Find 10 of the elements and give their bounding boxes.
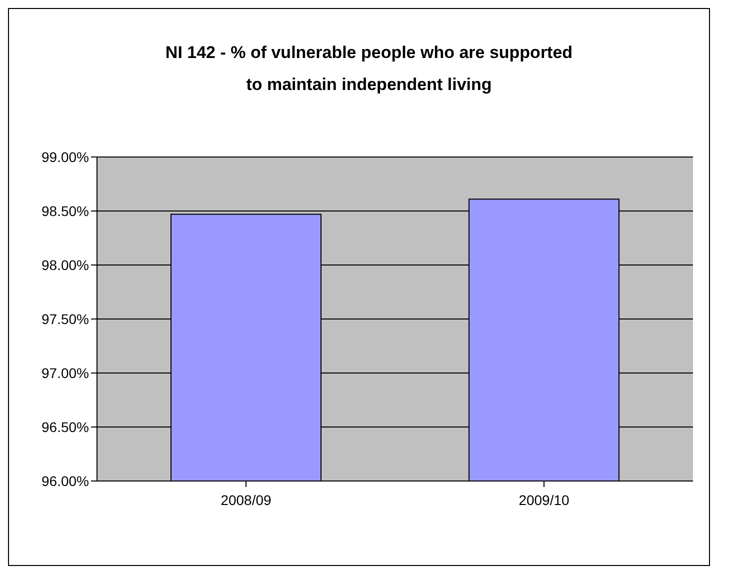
- y-tick-label: 97.50%: [42, 310, 89, 327]
- y-tick-label: 98.00%: [42, 256, 89, 273]
- x-tick-label: 2009/10: [518, 492, 570, 508]
- y-tick-label: 97.00%: [42, 364, 89, 381]
- y-tick-label: 96.50%: [42, 418, 89, 435]
- y-tick-label: 99.00%: [42, 148, 89, 165]
- x-tick-label: 2008/09: [220, 492, 272, 508]
- chart-title: NI 142 - % of vulnerable people who are supported to maintain independent living: [164, 42, 574, 96]
- y-tick-label: 96.00%: [42, 472, 89, 489]
- y-tick-label: 98.50%: [42, 202, 89, 219]
